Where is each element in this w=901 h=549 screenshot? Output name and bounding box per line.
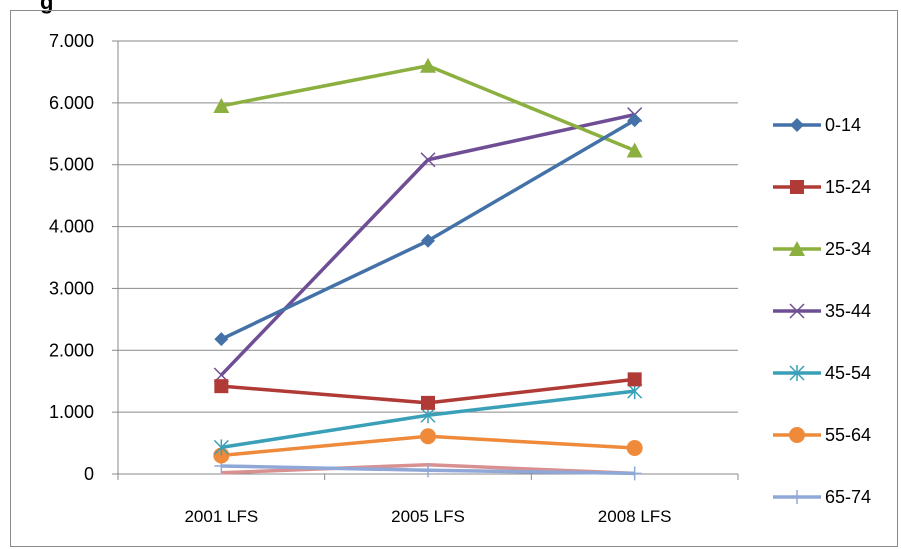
data-point-35-44 [420,152,436,168]
circle-marker [789,427,805,443]
x-tick-label: 2001 LFS [184,507,258,526]
data-point-15-24 [627,372,642,387]
y-tick-label: 5.000 [49,155,94,175]
legend-item-55-64: 55-64 [773,425,871,445]
data-point-15-24 [421,395,435,410]
y-tick-label: 7.000 [49,31,94,51]
legend-item-35-44: 35-44 [773,301,871,321]
legend-marker [790,180,804,194]
diamond-marker [627,113,642,128]
y-tick-label: 1.000 [49,402,94,422]
series-line-25-34 [220,63,636,153]
y-tick-label: 3.000 [49,278,94,298]
legend-item-25-34: 25-34 [773,239,871,259]
legend-label: 0-14 [825,115,861,135]
triangle-marker [789,241,805,256]
legend-marker [789,303,805,319]
y-tick-label: 2.000 [49,340,94,360]
data-point-55-64 [420,428,436,445]
legend-item-45-54: 45-54 [773,363,871,383]
legend-item-0-14: 0-14 [773,115,861,135]
triangle-marker [213,97,230,113]
triangle-marker [626,142,643,158]
circle-marker [420,428,436,445]
data-point-0-14 [627,113,642,128]
legend-label: 35-44 [825,301,871,321]
y-tick-label: 6.000 [49,93,94,113]
legend-label: 25-34 [825,239,871,259]
legend-label: 45-54 [825,363,871,383]
square-marker [214,379,229,394]
x-marker-stroke [420,152,436,168]
legend-marker [790,490,804,504]
series-line-0-14 [220,118,636,341]
legend-label: 55-64 [825,425,871,445]
data-point-55-64 [626,440,643,457]
data-point-25-34 [420,57,436,73]
legend-item-65-74: 65-74 [773,487,871,507]
y-tick-label: 0 [84,464,94,484]
square-marker [790,180,804,194]
data-point-0-14 [421,233,435,248]
data-point-65-74 [627,466,642,481]
square-marker [421,395,435,410]
x-tick-label: 2005 LFS [391,507,465,526]
legend-item-15-24: 15-24 [773,177,871,197]
data-point-45-54 [213,439,229,456]
data-point-45-54 [420,407,436,424]
legend-marker [789,427,805,443]
data-point-65-74 [421,463,435,478]
data-point-25-34 [626,142,643,158]
diamond-marker [421,233,435,248]
x-tick-label: 2008 LFS [598,507,672,526]
square-marker [627,372,642,387]
diamond-marker [790,118,804,132]
triangle-marker [420,57,436,73]
legend-marker [789,241,805,256]
data-point-15-24 [214,379,229,394]
chart-area [10,10,898,547]
y-tick-label: 4.000 [49,217,94,237]
legend-label: 65-74 [825,487,871,507]
data-point-0-14 [214,332,229,347]
legend-marker [789,365,805,381]
data-point-25-34 [213,97,230,113]
circle-marker [626,440,643,457]
diamond-marker [214,332,229,347]
legend-label: 15-24 [825,177,871,197]
legend-marker [790,118,804,132]
x-marker-stroke [789,303,805,319]
